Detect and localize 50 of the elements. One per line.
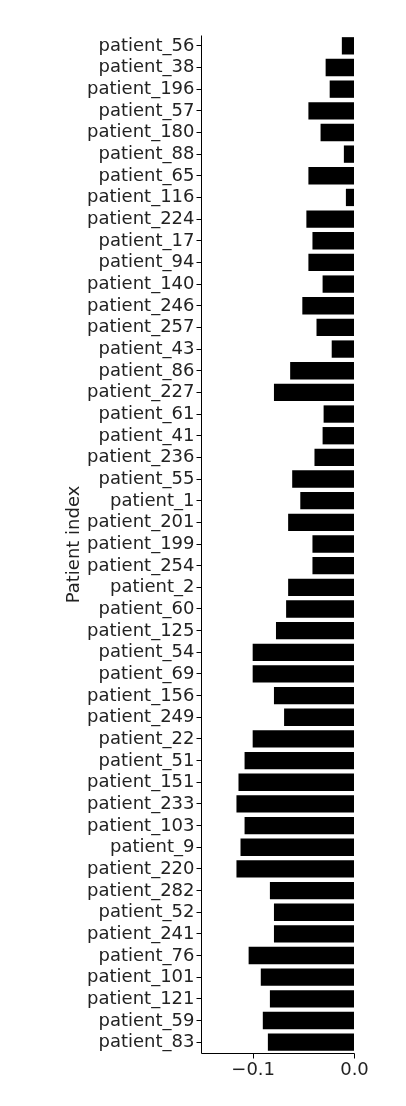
y-tick-label: patient_254 (87, 553, 195, 576)
y-tick-label: patient_17 (98, 228, 195, 251)
x-tick-label: −0.1 (231, 1057, 276, 1079)
y-tick-label: patient_41 (98, 423, 195, 446)
y-tick-label: patient_43 (98, 337, 195, 360)
y-tick-label: patient_88 (98, 142, 195, 165)
y-tick-label: patient_86 (98, 358, 195, 381)
y-tick-label: patient_249 (87, 705, 195, 728)
y-tick-label: patient_140 (87, 272, 195, 295)
y-tick-label: patient_56 (98, 33, 195, 56)
y-tick-label: patient_121 (87, 986, 195, 1009)
y-tick-label: patient_101 (87, 965, 195, 988)
y-tick-label: patient_236 (87, 445, 195, 468)
y-tick-label: patient_241 (87, 921, 195, 944)
y-tick-label: patient_156 (87, 683, 195, 706)
y-tick-label: patient_180 (87, 120, 195, 143)
y-tick-label: patient_54 (98, 640, 195, 663)
x-tick-label: 0.0 (340, 1057, 369, 1079)
y-tick-label: patient_22 (98, 726, 195, 749)
y-tick-label: patient_1 (109, 488, 195, 511)
y-tick-label: patient_199 (87, 532, 195, 554)
y-tick-label: patient_2 (109, 575, 195, 598)
y-tick-label: patient_257 (87, 315, 195, 338)
y-tick-label: patient_55 (98, 467, 195, 490)
y-tick-label: patient_227 (87, 380, 195, 403)
y-tick-label: patient_38 (98, 55, 195, 78)
y-tick-label: patient_57 (98, 98, 195, 121)
y-tick-label: patient_103 (87, 813, 195, 836)
y-tick-label: patient_9 (109, 835, 195, 858)
y-tick-label: patient_282 (87, 878, 195, 901)
y-tick-label: patient_60 (98, 596, 195, 619)
y-tick-label: patient_69 (98, 661, 195, 684)
y-tick-label: patient_220 (87, 856, 195, 879)
y-tick-label: patient_76 (98, 943, 195, 966)
y-tick-label: patient_94 (98, 250, 195, 273)
y-tick-label: patient_125 (87, 618, 195, 641)
y-tick-label: patient_224 (87, 207, 195, 230)
y-tick-label: patient_65 (98, 163, 195, 186)
y-tick-label: patient_59 (98, 1008, 195, 1031)
y-tick-label: patient_151 (87, 770, 195, 793)
y-tick-label: patient_201 (87, 510, 195, 533)
y-tick-label: patient_246 (87, 293, 195, 316)
y-tick-label: patient_233 (87, 791, 195, 814)
y-axis-title: Patient index (62, 485, 84, 604)
y-tick-label: patient_116 (87, 185, 195, 208)
y-tick-label: patient_61 (98, 402, 195, 425)
y-tick-label: patient_52 (98, 900, 195, 923)
y-tick-label: patient_51 (98, 748, 195, 771)
y-tick-label: patient_83 (98, 1030, 195, 1053)
y-tick-label: patient_196 (87, 77, 195, 100)
